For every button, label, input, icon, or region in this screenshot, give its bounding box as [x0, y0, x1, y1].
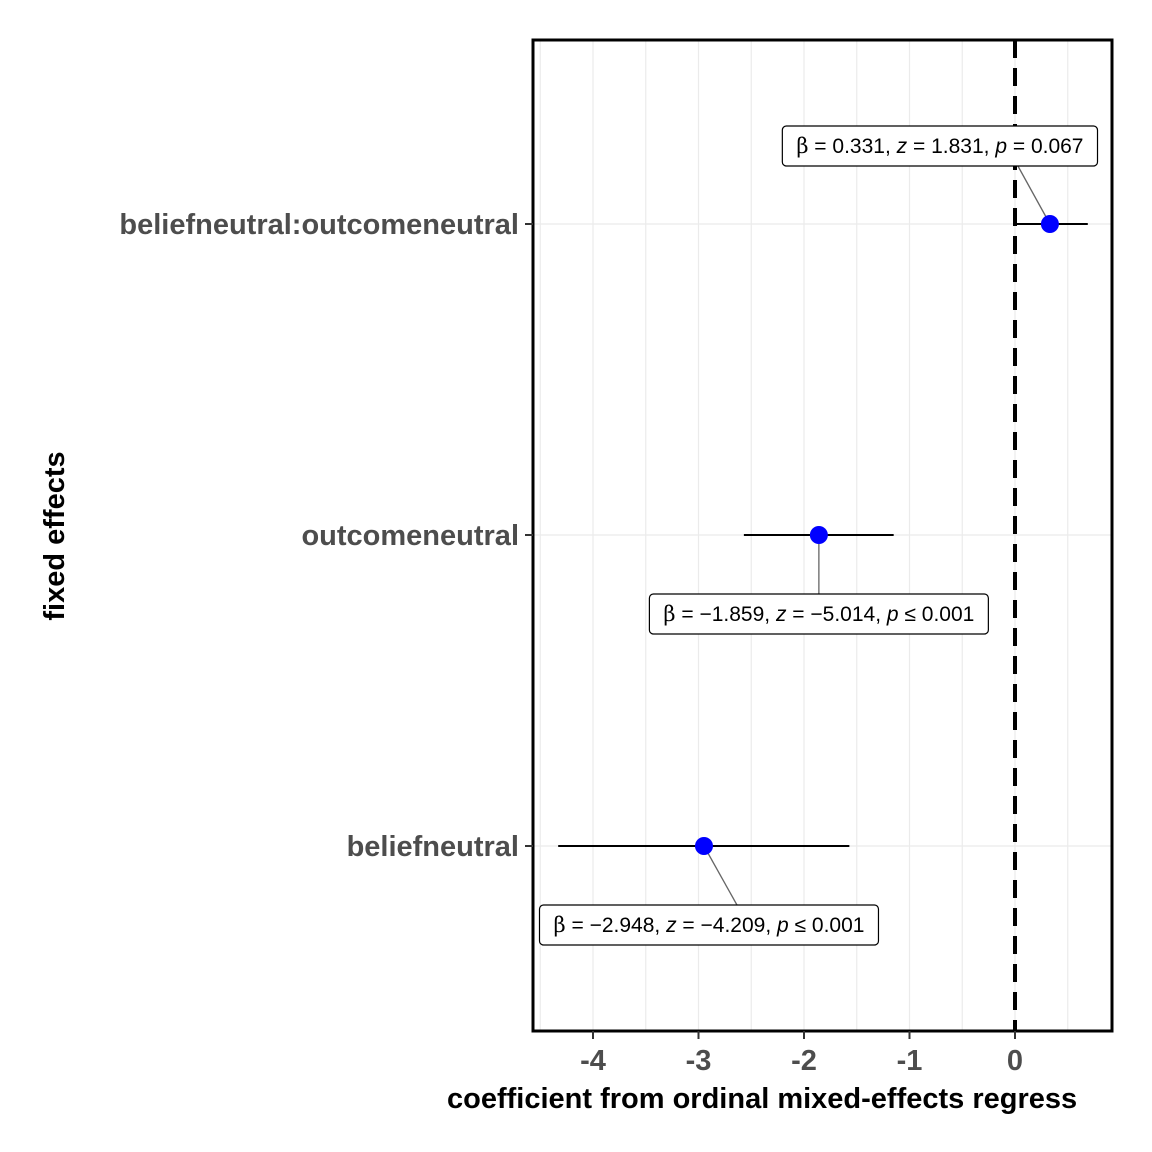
chart-marks [558, 165, 1088, 906]
x-tick-label: -4 [580, 1045, 606, 1077]
label-box [781, 125, 1099, 167]
x-tick-label: -2 [791, 1045, 817, 1077]
x-axis-ticks: -4 -3 -2 -1 0 [580, 1031, 1023, 1077]
x-tick-label: 0 [1007, 1045, 1023, 1077]
label-box [538, 904, 880, 946]
y-axis-title: fixed effects [39, 451, 71, 620]
label-text: β = −1.859, z = −5.014, p ≤ 0.001 [663, 602, 974, 626]
y-axis-ticks: beliefneutral:outcomeneutral outcomeneutr… [119, 209, 533, 863]
x-tick-label: -3 [686, 1045, 712, 1077]
label-text: β = 0.331, z = 1.831, p = 0.067 [796, 134, 1083, 158]
label-text: β = −2.948, z = −4.209, p ≤ 0.001 [554, 913, 865, 937]
coefficient-point [809, 526, 828, 544]
y-tick-label: beliefneutral [347, 831, 519, 863]
coefficient-labels: β = 0.331, z = 1.831, p = 0.067 β = −1.85… [538, 125, 1099, 946]
coefficient-label: β = −1.859, z = −5.014, p ≤ 0.001 [648, 593, 989, 635]
coefficient-point [694, 837, 713, 855]
coefficient-label: β = −2.948, z = −4.209, p ≤ 0.001 [538, 904, 880, 946]
x-axis-title: coefficient from ordinal mixed-effects r… [447, 1083, 1077, 1115]
x-tick-label: -1 [897, 1045, 923, 1077]
label-box [648, 593, 989, 635]
label-connector [1017, 165, 1051, 225]
y-tick-label: outcomeneutral [301, 520, 519, 552]
coefficient-label: β = 0.331, z = 1.831, p = 0.067 [781, 125, 1099, 167]
label-connector [703, 845, 738, 906]
coefficient-point [1040, 215, 1059, 233]
y-tick-label: beliefneutral:outcomeneutral [119, 209, 519, 241]
